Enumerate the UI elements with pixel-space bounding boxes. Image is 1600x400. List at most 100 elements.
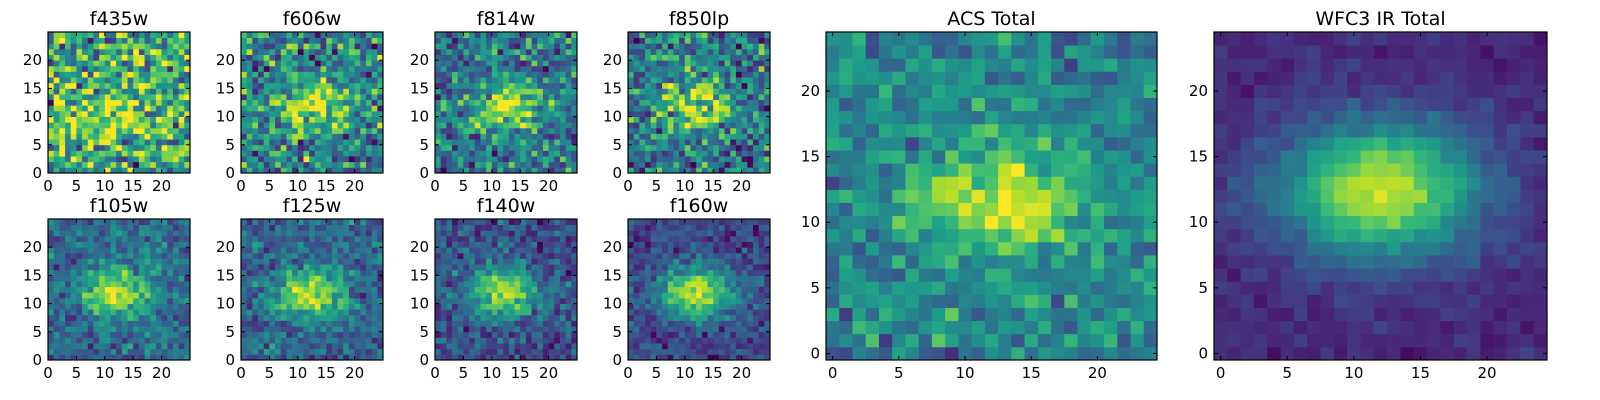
heatmap-cell [297, 286, 304, 293]
heatmap-cell [167, 219, 174, 226]
heatmap-cell [747, 354, 754, 361]
heatmap-cell [144, 331, 151, 338]
heatmap-cell [155, 105, 162, 112]
heatmap-cell [542, 156, 549, 163]
heatmap-cell [514, 133, 521, 140]
heatmap-cell [241, 230, 248, 237]
heatmap-cell [554, 122, 561, 129]
heatmap-cell [645, 139, 652, 146]
heatmap-cell [331, 281, 338, 288]
heatmap-cell [184, 48, 191, 55]
heatmap-cell [435, 60, 442, 67]
heatmap-cell [365, 309, 373, 316]
heatmap-cell [110, 54, 117, 61]
heatmap-cell [741, 337, 748, 344]
heatmap-cell [508, 94, 515, 101]
heatmap-cell [246, 37, 253, 44]
heatmap-cell [184, 297, 191, 304]
heatmap-cell [93, 144, 100, 151]
heatmap-cell [365, 252, 373, 259]
heatmap-cell [542, 309, 549, 316]
heatmap-cell [65, 292, 72, 299]
heatmap-cell [121, 156, 128, 163]
heatmap-cell [457, 224, 464, 231]
heatmap-cell [537, 133, 544, 140]
heatmap-cell [155, 167, 162, 174]
heatmap-cell [508, 82, 515, 89]
heatmap-cell [713, 337, 720, 344]
heatmap-cell [70, 94, 77, 101]
heatmap-cell [537, 309, 544, 316]
heatmap-cell [520, 354, 527, 361]
heatmap-cell [280, 331, 287, 338]
heatmap-cell [258, 348, 265, 355]
heatmap-cell [82, 122, 89, 129]
heatmap-cell [696, 127, 703, 134]
heatmap-cell [297, 247, 304, 254]
heatmap-cell [343, 247, 350, 254]
y-tick-label: 0 [225, 164, 235, 182]
heatmap-cell [241, 224, 248, 231]
heatmap-cell [144, 54, 151, 61]
heatmap-cell [707, 343, 714, 350]
heatmap-cell [446, 224, 453, 231]
heatmap-cell [138, 219, 145, 226]
heatmap-cell [167, 77, 174, 84]
heatmap-cell [286, 116, 293, 123]
heatmap-cell [474, 269, 481, 276]
heatmap-cell [155, 252, 162, 259]
heatmap-cell [292, 60, 299, 67]
heatmap-cell [178, 297, 185, 304]
heatmap-cell [520, 82, 527, 89]
heatmap-cell [752, 281, 760, 288]
heatmap-cell [348, 348, 355, 355]
heatmap-cell [104, 167, 111, 174]
heatmap-cell [713, 314, 720, 321]
heatmap-cell [701, 281, 708, 288]
heatmap-cell [303, 99, 310, 106]
heatmap-cell [724, 286, 731, 293]
heatmap-cell [348, 122, 355, 129]
heatmap-cell [269, 116, 276, 123]
heatmap-cell [138, 144, 145, 151]
heatmap-cell [508, 247, 515, 254]
heatmap-cell [343, 110, 350, 117]
heatmap-cell [320, 105, 327, 112]
heatmap-cell [133, 258, 140, 265]
heatmap-cell [730, 99, 737, 106]
heatmap-cell [764, 48, 771, 55]
heatmap-cell [503, 99, 510, 106]
heatmap-cell [503, 252, 510, 259]
heatmap-cell [679, 303, 686, 310]
heatmap-cell [104, 54, 111, 61]
heatmap-cell [314, 269, 321, 276]
heatmap-cell [314, 133, 321, 140]
heatmap-cell [701, 43, 708, 50]
heatmap-cell [65, 269, 72, 276]
heatmap-cell [99, 331, 106, 338]
heatmap-cell [679, 326, 686, 333]
heatmap-cell [286, 82, 293, 89]
heatmap-cell [707, 314, 714, 321]
heatmap-cell [480, 297, 487, 304]
heatmap-cell [104, 241, 111, 248]
heatmap-cell [758, 144, 765, 151]
heatmap-cell [713, 167, 720, 174]
heatmap-cell [531, 144, 538, 151]
heatmap-cell [457, 105, 464, 112]
heatmap-cell [150, 110, 157, 117]
heatmap-cell [292, 144, 299, 151]
heatmap-cell [331, 286, 338, 293]
heatmap-cell [76, 241, 83, 248]
heatmap-cell [633, 150, 640, 157]
heatmap-cell [559, 116, 567, 123]
heatmap-cell [662, 60, 669, 67]
heatmap-cell [508, 150, 515, 157]
heatmap-cell [537, 127, 544, 134]
heatmap-cell [537, 82, 544, 89]
heatmap-cell [508, 235, 515, 242]
heatmap-cells [48, 219, 191, 361]
heatmap-cell [503, 43, 510, 50]
heatmap-cell [314, 348, 321, 355]
heatmap-cell [297, 99, 304, 106]
